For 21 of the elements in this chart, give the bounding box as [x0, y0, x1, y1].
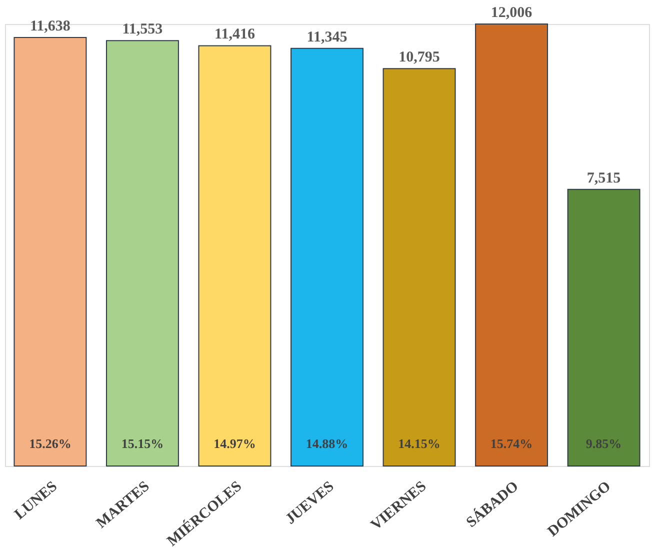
bar	[106, 40, 179, 466]
bar	[382, 68, 456, 466]
data-label: 12,006	[490, 5, 533, 21]
data-label: 11,638	[30, 18, 70, 35]
bar	[475, 24, 548, 466]
bar	[198, 45, 272, 466]
data-label: 7,515	[586, 170, 621, 186]
bar	[567, 188, 640, 466]
data-label: 11,553	[122, 22, 163, 38]
annotation: 14.88%	[306, 436, 348, 451]
annotation: 9.85%	[586, 436, 622, 451]
data-label: 11,416	[214, 26, 256, 43]
bar	[14, 37, 87, 466]
annotation: 14.97%	[214, 436, 256, 451]
bar	[290, 48, 364, 466]
annotation: 15.26%	[29, 436, 72, 451]
annotation: 15.74%	[490, 436, 533, 451]
annotation: 14.15%	[398, 436, 440, 451]
annotation: 15.15%	[121, 436, 164, 451]
data-label: 10,795	[398, 50, 440, 66]
data-label: 11,345	[306, 29, 348, 46]
